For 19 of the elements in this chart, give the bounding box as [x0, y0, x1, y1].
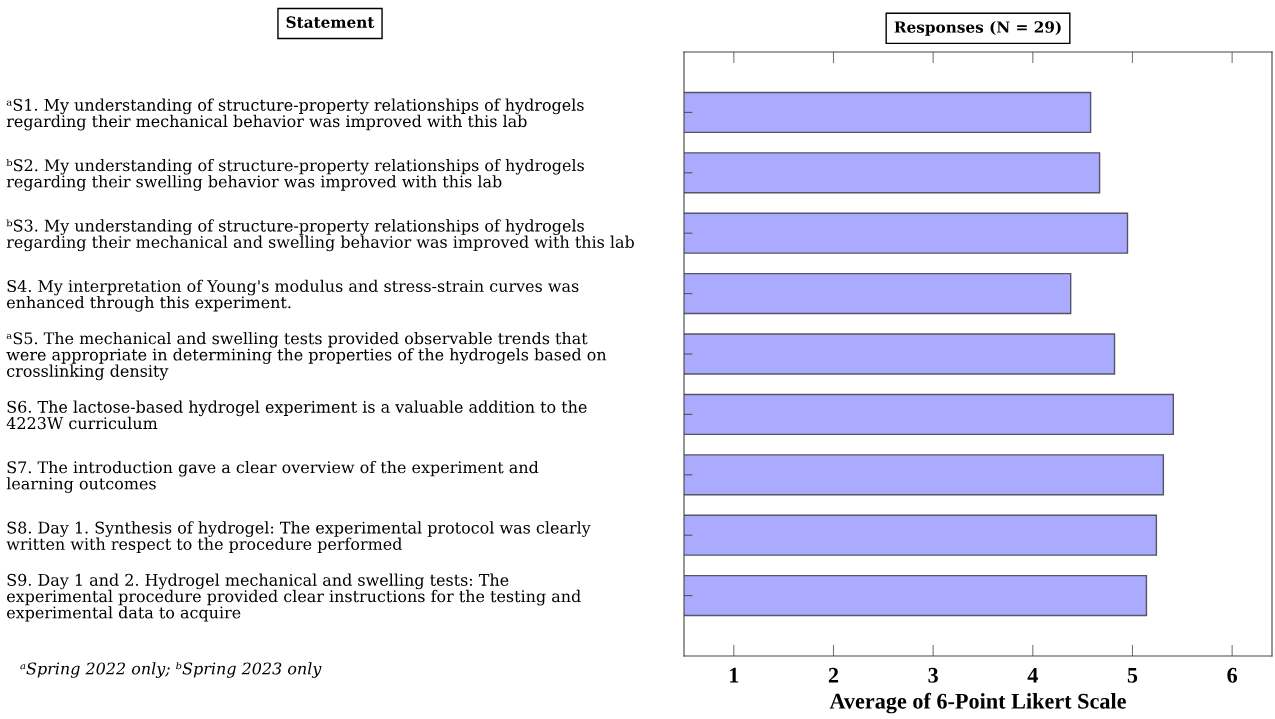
y-tick-label: S8. Day 1. Synthesis of hydrogel: The experimental protocol was clearly written with respect to the procedure performed: [6, 521, 591, 554]
x-tick-label: 6: [1227, 667, 1238, 683]
x-tick-label: 3: [928, 667, 938, 683]
y-tick-label: S7. The introduction gave a clear overview of the experiment and learning outcomes: [6, 460, 539, 493]
y-axis-title: Statement: [286, 16, 375, 28]
y-tick-label: S9. Day 1 and 2. Hydrogel mechanical and swelling tests: The experimental procedure provided clear instructions for the testing and experimental data to acquire: [7, 573, 581, 622]
text: ᵃSpring 2022 only; ᵇSpring 2023 only: [20, 662, 322, 678]
chart-title: Responses (N = 29): [894, 20, 1061, 36]
y-tick-label: S4. My interpretation of Young's modulus and stress-strain curves was enhanced through this experiment.: [7, 279, 579, 312]
y-tick-label: ᵃS5. The mechanical and swelling tests provided observable trends that were appropriate in determining the properties of the hydrogels based on crosslinking density: [6, 331, 607, 381]
x-tick-label: 2: [828, 667, 839, 683]
x-tick-label: 4: [1027, 667, 1038, 683]
y-tick-label: ᵇS3. My understanding of structure-property relationships of hydrogels regarding their mechanical and swelling behavior was improved with this lab: [6, 219, 634, 252]
x-axis-title: Average of 6-Point Likert Scale: [829, 692, 1126, 714]
x-tick-label: 1: [730, 667, 739, 683]
y-tick-label: S6. The lactose-based hydrogel experiment is a valuable addition to the 4223W curriculum: [6, 400, 587, 430]
x-tick-label: 5: [1127, 667, 1138, 683]
y-tick-label: ᵃS1. My understanding of structure-property relationships of hydrogels regarding their mechanical behavior was improved with this lab: [6, 98, 584, 131]
y-tick-label: ᵇS2. My understanding of structure-property relationships of hydrogels regarding their swelling behavior was improved with this lab: [6, 158, 584, 191]
